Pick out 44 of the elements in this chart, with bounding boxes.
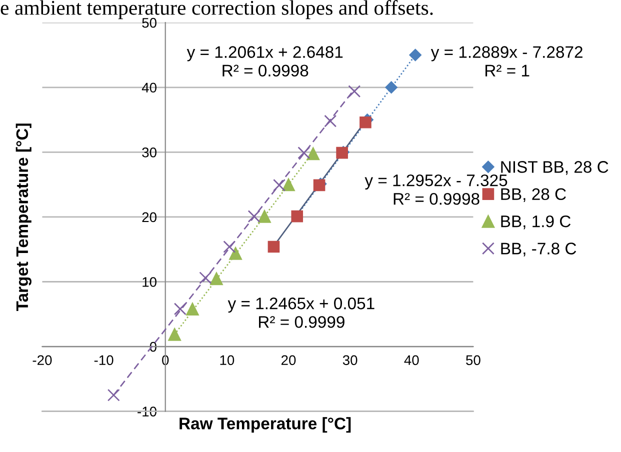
legend-label: BB, 1.9 C [501,215,571,230]
point [409,48,422,62]
point [186,302,200,316]
y-tick-label: 30 [142,148,156,158]
y-tick-label: 50 [142,18,156,28]
point [291,210,304,222]
annotation: y = 1.2465x + 0.051 R² = 0.9999 [228,298,374,328]
y-axis-title: Target Temperature [°C] [16,124,32,312]
point [282,178,296,192]
legend-label: NIST BB, 28 C [501,161,608,175]
y-tick-label: 10 [142,277,156,287]
point [258,210,272,223]
point [324,114,337,128]
point [228,246,242,260]
x-tick-label: 20 [281,355,296,366]
point [360,116,372,128]
point [298,146,310,160]
x-tick-label: -10 [94,355,114,366]
y-tick-label: 20 [142,212,156,222]
legend-label: BB, 28 C [501,188,566,202]
point [199,272,212,284]
text: e ambient temperature correction slopes and offsets. [0,0,433,20]
point [248,210,260,223]
point [107,388,120,402]
point [385,81,398,94]
annotation: y = 1.2889x - 7.2872 R² = 1 [430,46,582,76]
annotation: y = 1.2061x + 2.6481 R² = 0.9998 [186,46,343,77]
legend-label: BB, -7.8 C [501,242,576,256]
point [306,146,320,160]
point [268,240,280,253]
x-axis-title: Raw Temperature [°C] [180,417,351,433]
point [348,85,361,98]
x-tick-label: 30 [342,355,358,366]
x-tick-label: -20 [32,355,52,366]
point [174,302,186,316]
x-tick-label: 10 [220,355,234,366]
y-tick-label: 40 [142,82,156,93]
point [168,328,182,341]
point [223,240,236,254]
point [210,272,224,286]
x-tick-label: 40 [404,355,419,366]
x-tick-label: 0 [162,355,169,366]
x-tick-label: 50 [466,355,480,366]
point [273,178,286,192]
